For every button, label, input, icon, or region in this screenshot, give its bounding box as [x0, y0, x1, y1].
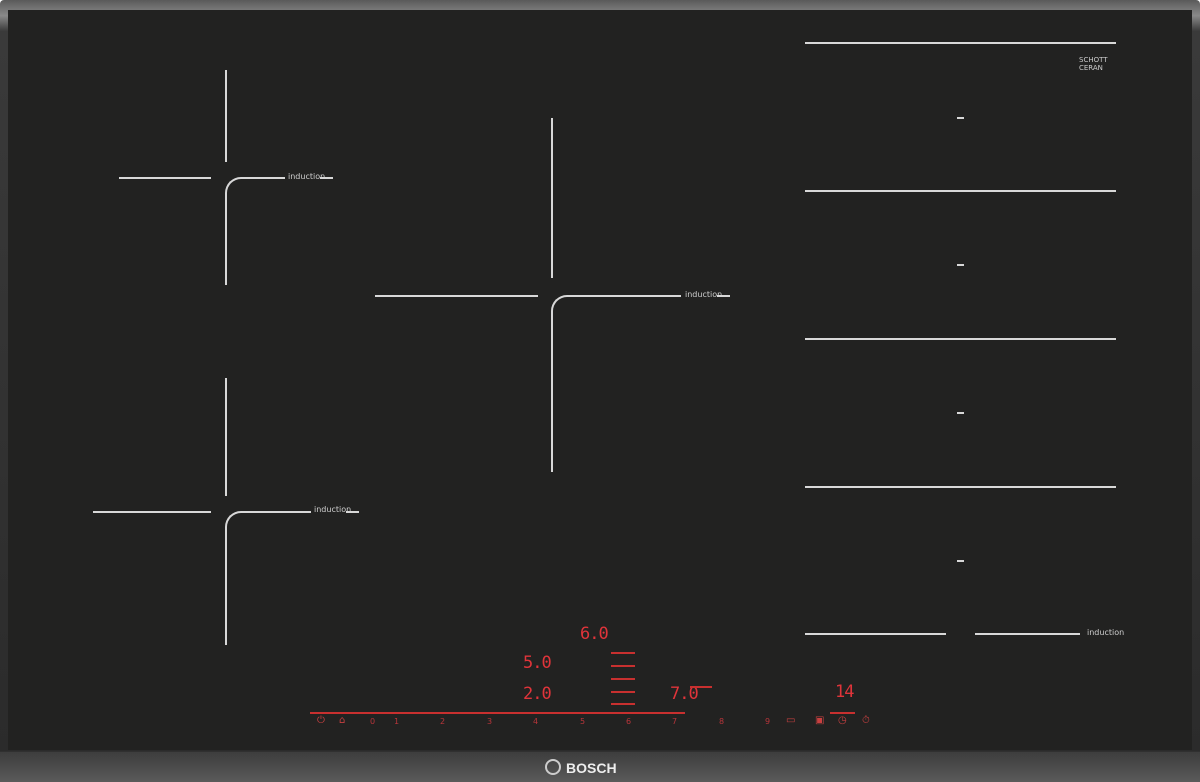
zone-marking	[225, 511, 311, 645]
slider-step[interactable]: 7	[672, 717, 678, 726]
slider-step[interactable]: 1	[394, 717, 400, 726]
zone-marking	[119, 177, 211, 179]
slider-step[interactable]: 6	[626, 717, 632, 726]
zone-marking	[225, 378, 227, 496]
slider-step[interactable]: 5	[580, 717, 586, 726]
flex-divider	[805, 190, 1116, 192]
bosch-logo-icon	[545, 759, 561, 775]
stopwatch-icon[interactable]: ⏱	[862, 715, 870, 726]
flex-mark	[957, 264, 964, 266]
zone-marking	[375, 295, 538, 297]
power-icon[interactable]: ⏻	[317, 715, 325, 726]
zone-marking	[320, 177, 333, 179]
slider-step[interactable]: 0	[370, 717, 376, 726]
level-bar	[611, 703, 635, 705]
zone-label: induction	[685, 290, 723, 299]
boost-icon[interactable]: ▭	[786, 715, 796, 726]
display-lower: 2.0	[523, 684, 552, 704]
flex-divider	[805, 338, 1116, 340]
timer-icon[interactable]: ◷	[838, 715, 847, 726]
flex-mark	[957, 412, 964, 414]
schott-ceran-logo: SCHOTT CERAN	[1079, 56, 1108, 72]
zone-marking	[346, 511, 359, 513]
childlock-icon[interactable]: ⌂	[339, 715, 346, 726]
indicator-bar	[690, 686, 712, 688]
display-timer: 14	[835, 682, 855, 702]
level-bar	[611, 691, 635, 693]
brand-logo: BOSCH	[566, 760, 617, 776]
slider-step[interactable]: 4	[533, 717, 539, 726]
slider-step[interactable]: 8	[719, 717, 725, 726]
display-upper: 5.0	[523, 653, 552, 673]
slider-step[interactable]: 3	[487, 717, 493, 726]
zone-marking	[551, 118, 553, 278]
zone-label: induction	[314, 505, 352, 514]
slider-step[interactable]: 9	[765, 717, 771, 726]
flex-mark	[957, 117, 964, 119]
zone-marking	[551, 295, 681, 472]
level-bar	[611, 652, 635, 654]
zone-marking	[225, 70, 227, 162]
flex-divider	[805, 42, 1116, 44]
flex-mark	[957, 560, 964, 562]
level-bar	[611, 678, 635, 680]
level-bar	[611, 665, 635, 667]
ceramic-glass	[8, 10, 1192, 750]
display-right: 7.0	[670, 684, 699, 704]
zone-marking	[225, 177, 285, 285]
zone-label: induction	[1087, 628, 1125, 637]
front-trim	[0, 752, 1200, 782]
menu-icon[interactable]: ▣	[815, 715, 825, 726]
flex-divider	[975, 633, 1080, 635]
flex-divider	[805, 633, 946, 635]
slider-step[interactable]: 2	[440, 717, 446, 726]
zone-marking	[93, 511, 211, 513]
flex-divider	[805, 486, 1116, 488]
zone-label: induction	[288, 172, 326, 181]
zone-marking	[717, 295, 730, 297]
display-top: 6.0	[580, 624, 609, 644]
timer-slider[interactable]	[830, 712, 855, 714]
power-slider[interactable]	[310, 712, 685, 714]
